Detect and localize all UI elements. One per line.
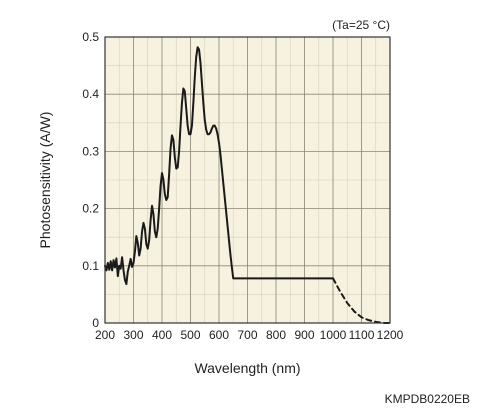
x-tick-label: 200 xyxy=(95,328,115,342)
figure-code: KMPDB0220EB xyxy=(385,392,470,406)
y-tick-labels: 0 0.1 0.2 0.3 0.4 0.5 xyxy=(82,30,99,330)
x-tick-labels: 200 300 400 500 600 700 800 900 1000 1100 1200 xyxy=(95,328,404,342)
y-tick-label: 0.5 xyxy=(82,30,99,44)
y-tick-label: 0.4 xyxy=(82,87,99,101)
x-tick-label: 900 xyxy=(294,328,314,342)
y-tick-label: 0 xyxy=(92,316,99,330)
x-tick-label: 500 xyxy=(180,328,200,342)
x-tick-label: 700 xyxy=(237,328,257,342)
x-tick-label: 300 xyxy=(123,328,143,342)
series-line-solid xyxy=(104,46,334,286)
y-tick-label: 0.1 xyxy=(82,259,99,273)
x-tick-label: 800 xyxy=(266,328,286,342)
y-axis-title: Photosensitivity (A/W) xyxy=(37,112,53,249)
x-axis-title: Wavelength (nm) xyxy=(194,360,300,376)
x-tick-label: 1200 xyxy=(377,328,404,342)
x-tick-label: 600 xyxy=(209,328,229,342)
x-tick-label: 1000 xyxy=(320,328,347,342)
x-tick-label: 1100 xyxy=(349,328,375,342)
x-tick-label: 400 xyxy=(152,328,172,342)
temperature-annotation: (Ta=25 °C) xyxy=(332,18,390,32)
plot-frame xyxy=(104,36,391,324)
y-tick-label: 0.3 xyxy=(82,144,99,158)
y-tick-label: 0.2 xyxy=(82,202,99,216)
